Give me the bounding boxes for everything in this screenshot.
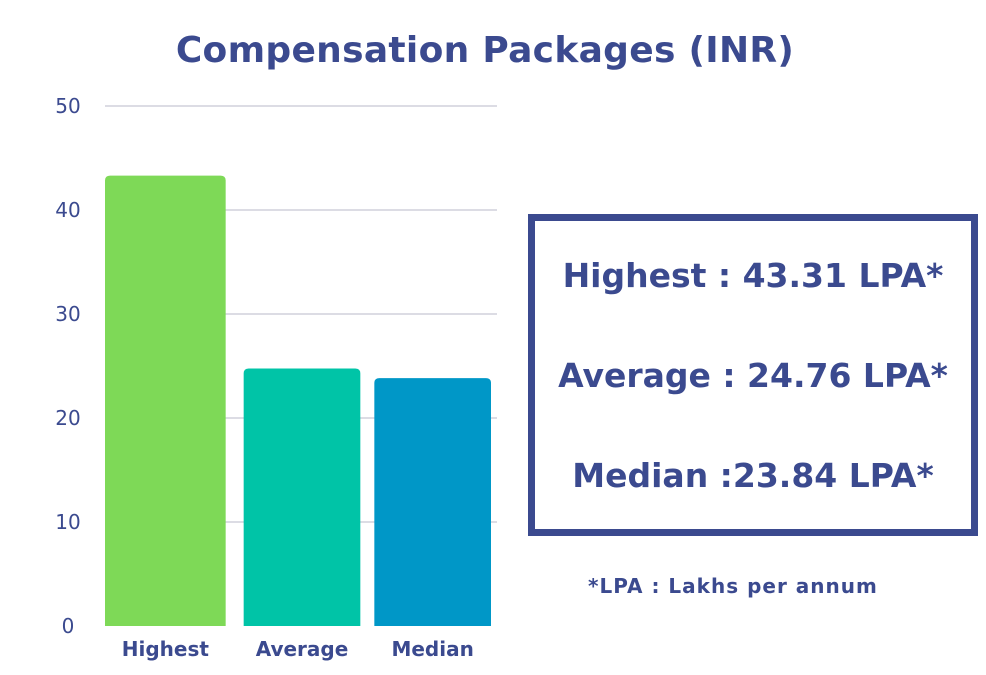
summary-average: Average : 24.76 LPA*	[558, 355, 948, 395]
summary-highest: Highest : 43.31 LPA*	[562, 255, 944, 295]
bar-median	[374, 378, 491, 626]
bar-chart: 0 10 20 30 40 50 Highest Average Median	[55, 94, 497, 661]
footnote: *LPA : Lakhs per annum	[588, 574, 878, 598]
y-tick-label: 40	[55, 198, 80, 222]
y-tick-label: 0	[62, 614, 75, 638]
y-tick-label: 10	[55, 510, 80, 534]
summary-box: Highest : 43.31 LPA* Average : 24.76 LPA…	[528, 214, 978, 536]
summary-median: Median :23.84 LPA*	[572, 455, 934, 495]
x-tick-label: Highest	[122, 637, 210, 661]
x-tick-label: Average	[256, 637, 349, 661]
bar-highest	[105, 175, 226, 627]
bar-average	[243, 368, 361, 626]
y-tick-label: 50	[55, 94, 80, 118]
y-tick-label: 20	[55, 406, 80, 430]
x-tick-label: Median	[391, 637, 473, 661]
y-tick-label: 30	[55, 302, 80, 326]
chart-title: Compensation Packages (INR)	[175, 30, 795, 71]
